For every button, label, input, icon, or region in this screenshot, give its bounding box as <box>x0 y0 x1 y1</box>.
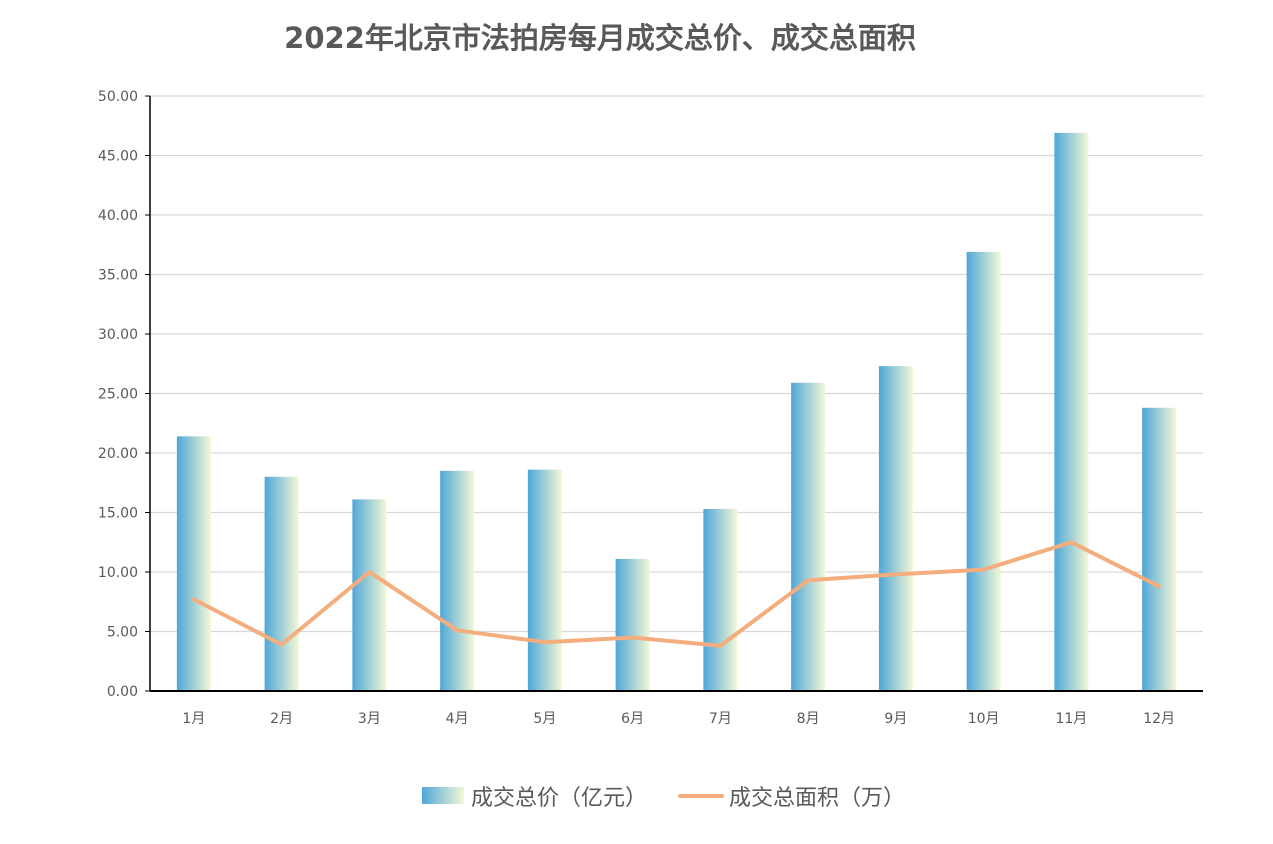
x-tick-label: 2月 <box>270 711 293 727</box>
bar <box>527 469 562 691</box>
y-tick-label: 40.00 <box>98 208 138 224</box>
x-tick-label: 12月 <box>1143 711 1175 727</box>
x-axis-tick-labels: 1月 2月 3月 4月 5月 6月 7月 8月 9月 10月 11月 12月 <box>182 711 1175 727</box>
bar <box>791 382 826 691</box>
bar <box>352 499 387 691</box>
bar <box>878 366 913 691</box>
y-tick-label: 0.00 <box>107 684 138 700</box>
bar <box>966 251 1001 691</box>
y-axis-tick-labels: 0.00 5.00 10.00 15.00 20.00 25.00 30.00 35.00 40… <box>98 89 138 700</box>
x-tick-label: 4月 <box>446 711 469 727</box>
y-tick-label: 20.00 <box>98 446 138 462</box>
y-tick-label: 35.00 <box>98 268 138 284</box>
bar <box>1142 407 1177 691</box>
bar-series <box>176 132 1177 691</box>
line-series <box>191 540 1162 648</box>
x-tick-label: 3月 <box>358 711 381 727</box>
y-tick-label: 15.00 <box>98 506 138 522</box>
x-tick-label: 8月 <box>797 711 820 727</box>
x-tick-label: 11月 <box>1055 711 1087 727</box>
x-tick-label: 1月 <box>182 711 205 727</box>
x-tick-label: 6月 <box>621 711 644 727</box>
x-tick-label: 7月 <box>709 711 732 727</box>
legend-label-bar: 成交总价（亿元） <box>471 786 647 811</box>
x-tick-label: 10月 <box>968 711 1000 727</box>
bar <box>176 436 211 691</box>
legend-swatch-bar <box>422 787 464 804</box>
x-tick-label: 5月 <box>533 711 556 727</box>
y-tick-label: 30.00 <box>98 327 138 343</box>
bar <box>1054 132 1089 691</box>
area-line <box>191 540 1162 648</box>
bar <box>264 476 299 691</box>
grid-lines <box>150 95 1203 633</box>
bar <box>703 508 738 691</box>
y-tick-label: 45.00 <box>98 149 138 165</box>
chart-title: 2022年北京市法拍房每月成交总价、成交总面积 <box>284 21 916 55</box>
y-tick-label: 50.00 <box>98 89 138 105</box>
y-tick-label: 5.00 <box>107 625 138 641</box>
y-tick-label: 10.00 <box>98 565 138 581</box>
y-tick-label: 25.00 <box>98 387 138 403</box>
legend-label-line: 成交总面积（万） <box>729 786 905 811</box>
axes <box>145 95 1203 692</box>
legend: 成交总价（亿元） 成交总面积（万） <box>422 786 905 811</box>
bar <box>440 470 475 691</box>
bar <box>615 558 650 691</box>
x-tick-label: 9月 <box>884 711 907 727</box>
